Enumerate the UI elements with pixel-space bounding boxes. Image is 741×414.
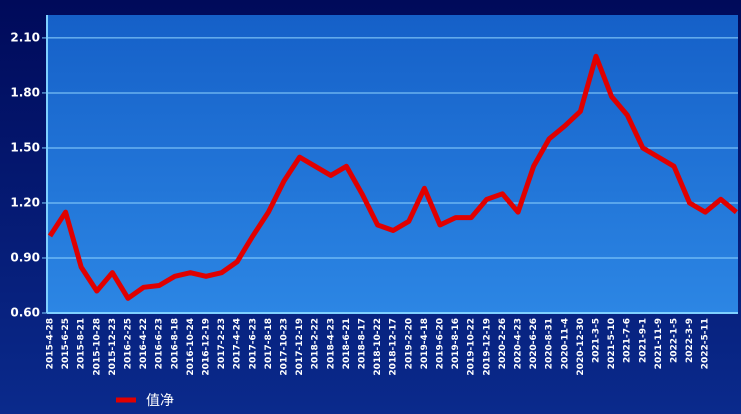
x-tick-label: 2020-12-30: [576, 318, 586, 376]
x-tick-label: 2022-3-9: [685, 318, 695, 363]
x-tick-label: 2021-5-10: [607, 318, 617, 369]
x-tick-label: 2021-9-1: [638, 318, 648, 363]
x-tick-label: 2015-8-21: [77, 318, 87, 369]
y-tick-label: 1.20: [10, 195, 40, 209]
x-tick-label: 2016-2-25: [124, 318, 134, 369]
x-tick-label: 2015-12-23: [108, 318, 118, 376]
x-tick-label: 2021-11-9: [654, 318, 664, 369]
x-tick-label: 2015-10-28: [92, 318, 102, 376]
x-tick-label: 2016-6-23: [155, 318, 165, 369]
x-tick-label: 2015-6-25: [61, 318, 71, 369]
x-tick-label: 2019-12-19: [482, 318, 492, 376]
plot-area: [47, 15, 738, 313]
y-tick-label: 1.80: [10, 85, 40, 99]
x-tick-label: 2018-6-21: [342, 318, 352, 369]
x-tick-label: 2019-10-22: [467, 318, 477, 376]
x-tick-label: 2016-10-24: [186, 318, 196, 376]
x-tick-label: 2018-2-22: [311, 318, 321, 369]
data-line: [47, 53, 738, 301]
y-tick-label: 0.90: [10, 250, 40, 264]
x-tick-label: 2017-4-24: [233, 318, 243, 369]
x-tick-label: 2020-8-31: [545, 318, 555, 369]
x-tick-label: 2019-8-16: [451, 318, 461, 369]
y-tick-label: 1.50: [10, 140, 40, 154]
x-tick-label: 2019-6-20: [436, 318, 446, 369]
x-tick-label: 2017-6-23: [248, 318, 258, 369]
x-tick-label: 2018-4-23: [326, 318, 336, 369]
x-tick-label: 2018-8-17: [358, 318, 368, 369]
y-tick-label: 2.10: [10, 30, 40, 44]
x-tick-label: 2016-8-18: [170, 318, 180, 369]
x-tick-label: 2021-3-5: [592, 318, 602, 363]
x-tick-label: 2020-2-26: [498, 318, 508, 369]
x-tick-label: 2018-12-17: [389, 318, 399, 376]
x-tick-label: 2017-2-23: [217, 318, 227, 369]
x-tick-label: 2020-6-26: [529, 318, 539, 369]
x-tick-label: 2018-10-22: [373, 318, 383, 376]
x-tick-label: 2017-8-18: [264, 318, 274, 369]
x-tick-label: 2017-10-23: [280, 318, 290, 376]
x-tick-label: 2022-5-11: [701, 318, 711, 369]
x-tick-label: 2019-4-18: [420, 318, 430, 369]
x-tick-label: 2022-1-5: [670, 318, 680, 363]
legend-label: 值净: [146, 393, 174, 409]
x-tick-label: 2016-4-22: [139, 318, 149, 369]
x-tick-label: 2016-12-19: [202, 318, 212, 376]
x-tick-label: 2021-7-6: [623, 318, 633, 363]
x-tick-label: 2019-2-20: [404, 318, 414, 369]
y-tick-label: 0.60: [10, 306, 40, 320]
x-tick-label: 2015-4-28: [46, 318, 56, 369]
x-tick-label: 2020-11-4: [560, 318, 570, 369]
x-tick-label: 2017-12-19: [295, 318, 305, 376]
x-tick-label: 2020-4-23: [514, 318, 524, 369]
